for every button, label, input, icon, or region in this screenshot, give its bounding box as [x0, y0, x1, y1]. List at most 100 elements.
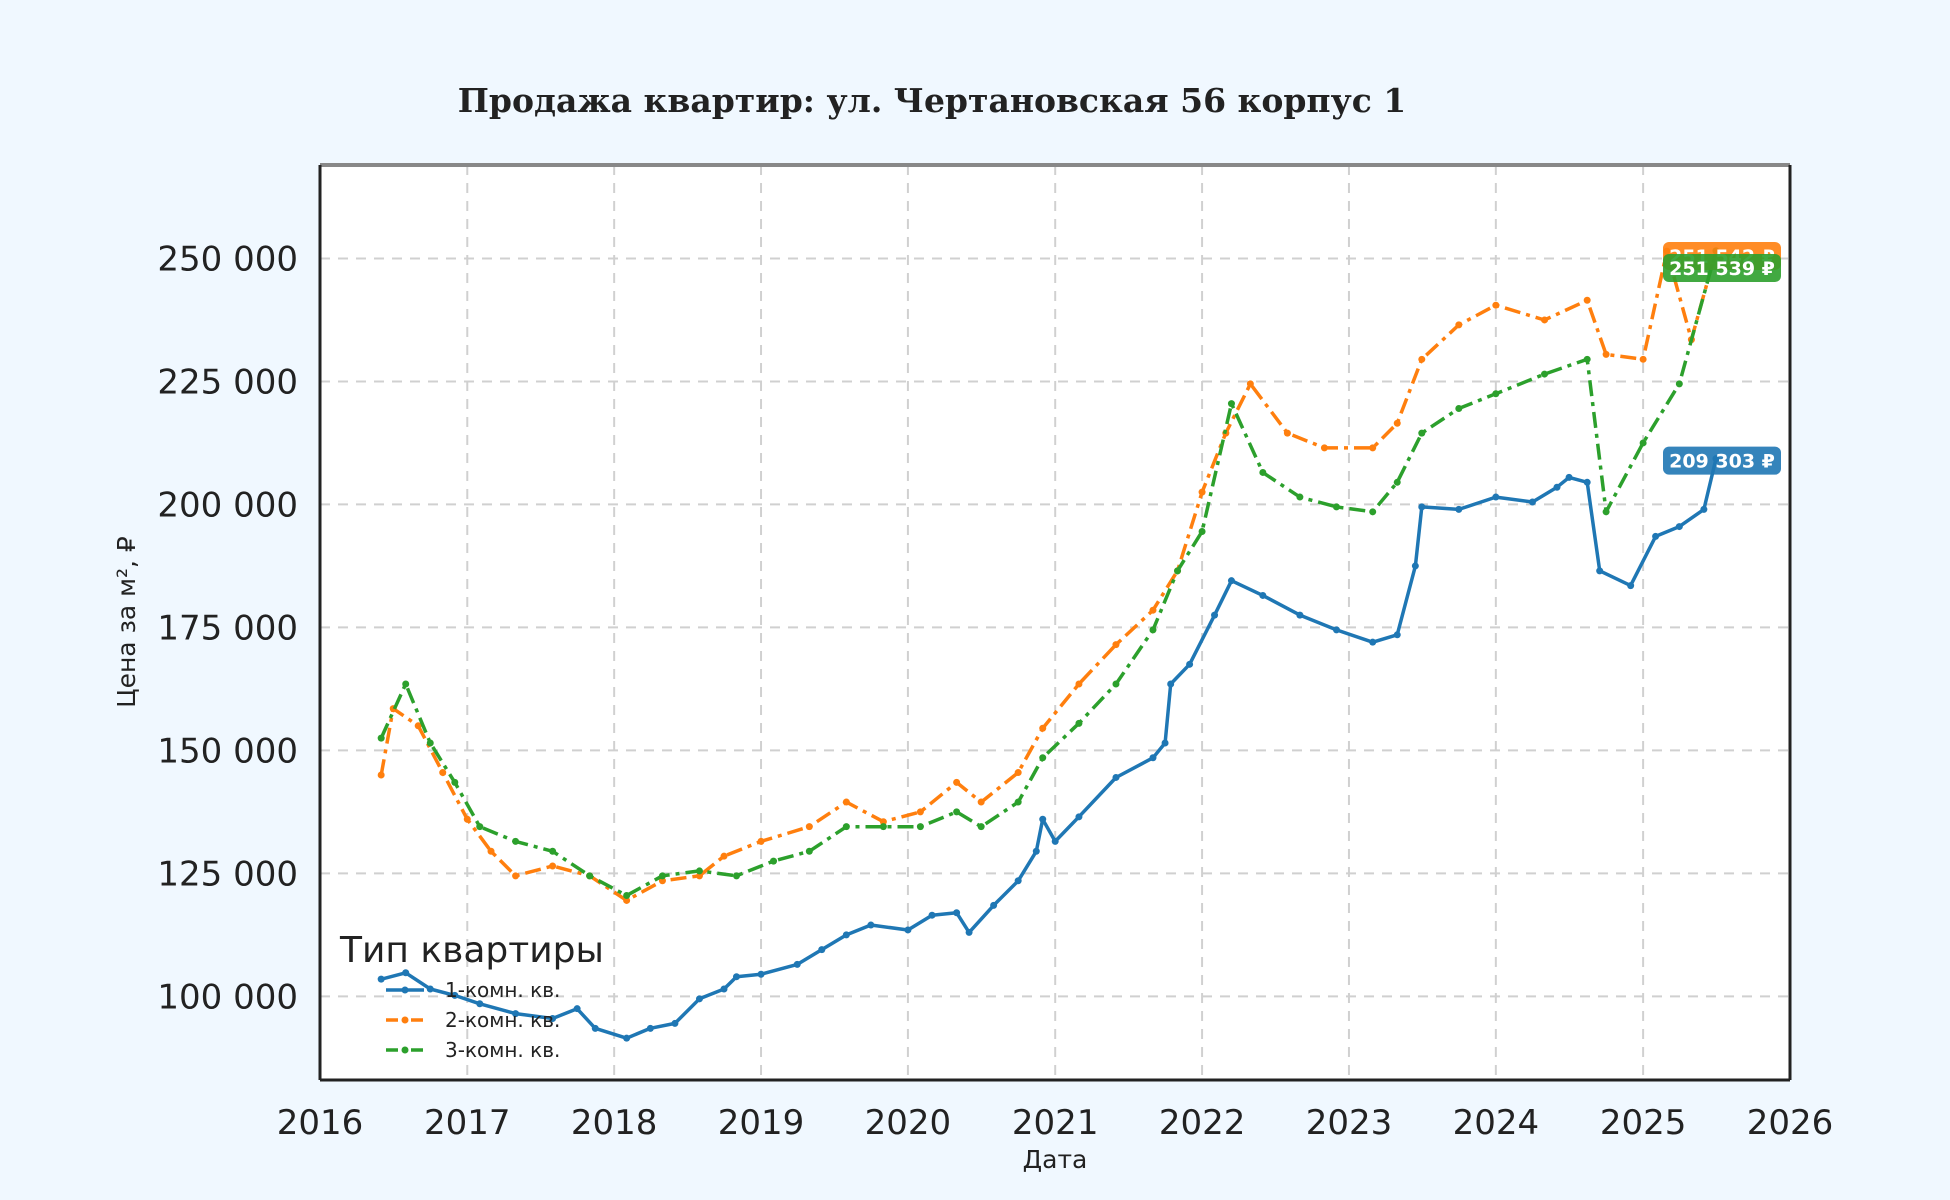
data-point	[1393, 478, 1401, 486]
data-point	[623, 1034, 631, 1042]
data-point	[451, 778, 459, 786]
data-point	[1112, 641, 1120, 649]
data-point	[1112, 773, 1120, 781]
data-point	[1492, 493, 1500, 501]
data-point	[1652, 532, 1660, 540]
data-point	[1639, 355, 1647, 363]
data-point	[805, 847, 813, 855]
data-point	[586, 872, 594, 880]
data-point	[1700, 505, 1708, 513]
x-tick-label: 2026	[1747, 1103, 1834, 1143]
data-point	[1039, 815, 1047, 823]
data-point	[1418, 503, 1426, 511]
data-point	[1296, 493, 1304, 501]
data-point	[1528, 498, 1536, 506]
y-axis-label: Цена за м², ₽	[112, 536, 141, 708]
x-axis-label: Дата	[1023, 1145, 1088, 1174]
data-point	[1393, 419, 1401, 427]
data-point	[1369, 444, 1377, 452]
data-point	[1492, 390, 1500, 398]
data-point	[1149, 626, 1157, 634]
data-point	[904, 926, 912, 934]
y-tick-label: 125 000	[157, 854, 298, 894]
data-point	[487, 847, 495, 855]
x-tick-label: 2019	[718, 1103, 805, 1143]
data-point	[1541, 316, 1549, 324]
data-point	[1583, 355, 1591, 363]
y-tick-label: 150 000	[157, 731, 298, 771]
data-point	[1639, 439, 1647, 447]
data-point	[953, 909, 961, 917]
data-point	[1039, 754, 1047, 762]
data-point	[623, 896, 631, 904]
data-point	[1039, 724, 1047, 732]
last-value-badge	[1663, 254, 1781, 282]
data-point	[1174, 567, 1182, 575]
series-layer	[377, 247, 1720, 1042]
data-point	[1332, 503, 1340, 511]
data-point	[1051, 837, 1059, 845]
data-point	[695, 995, 703, 1003]
data-point	[414, 722, 422, 730]
data-point	[1075, 719, 1083, 727]
data-point	[426, 985, 434, 993]
series-line	[380, 458, 1718, 1040]
data-point	[439, 769, 447, 777]
data-point	[549, 1015, 557, 1023]
x-tick-label: 2016	[277, 1103, 364, 1143]
data-point	[879, 823, 887, 831]
data-point	[842, 798, 850, 806]
data-point	[426, 739, 434, 747]
data-point	[1675, 380, 1683, 388]
data-point	[512, 1010, 520, 1018]
data-point	[977, 798, 985, 806]
data-point	[1332, 626, 1340, 634]
data-point	[953, 778, 961, 786]
data-point	[867, 921, 875, 929]
data-point	[990, 901, 998, 909]
data-point	[1675, 523, 1683, 531]
y-tick-label: 250 000	[157, 239, 298, 279]
data-point	[1296, 611, 1304, 619]
x-tick-label: 2024	[1453, 1103, 1540, 1143]
data-point	[512, 872, 520, 880]
data-point	[770, 857, 778, 865]
data-point	[671, 1019, 679, 1027]
data-point	[953, 808, 961, 816]
last-value-label: 209 303 ₽	[1663, 446, 1781, 475]
x-tick-label: 2017	[424, 1103, 511, 1143]
data-point	[879, 818, 887, 826]
data-point	[512, 837, 520, 845]
data-point	[658, 872, 666, 880]
data-point	[757, 837, 765, 845]
data-point	[1198, 488, 1206, 496]
x-tick-label: 2018	[571, 1103, 658, 1143]
data-point	[1602, 508, 1610, 516]
data-point	[1149, 606, 1157, 614]
data-point	[1161, 739, 1169, 747]
legend-label: 3-комн. кв.	[445, 1038, 560, 1062]
data-point	[1014, 877, 1022, 885]
data-point	[805, 823, 813, 831]
data-point	[916, 823, 924, 831]
data-point	[549, 862, 557, 870]
chart-title: Продажа квартир: ул. Чертановская 56 кор…	[458, 81, 1407, 120]
data-point	[977, 823, 985, 831]
data-point	[623, 892, 631, 900]
x-tick-label: 2020	[865, 1103, 952, 1143]
legend: Тип квартиры 1-комн. кв. 2-комн. кв. 3-ком…	[339, 930, 604, 1062]
data-point	[757, 970, 765, 978]
data-point	[695, 872, 703, 880]
data-point	[732, 973, 740, 981]
data-point	[1211, 611, 1219, 619]
grid	[320, 165, 1790, 1080]
data-point	[1492, 301, 1500, 309]
data-point	[591, 1024, 599, 1032]
data-point	[695, 867, 703, 875]
data-point	[1455, 405, 1463, 413]
legend-title: Тип квартиры	[339, 930, 604, 971]
data-point	[1014, 769, 1022, 777]
data-point	[377, 771, 385, 779]
legend-label: 1-комн. кв.	[445, 978, 560, 1002]
